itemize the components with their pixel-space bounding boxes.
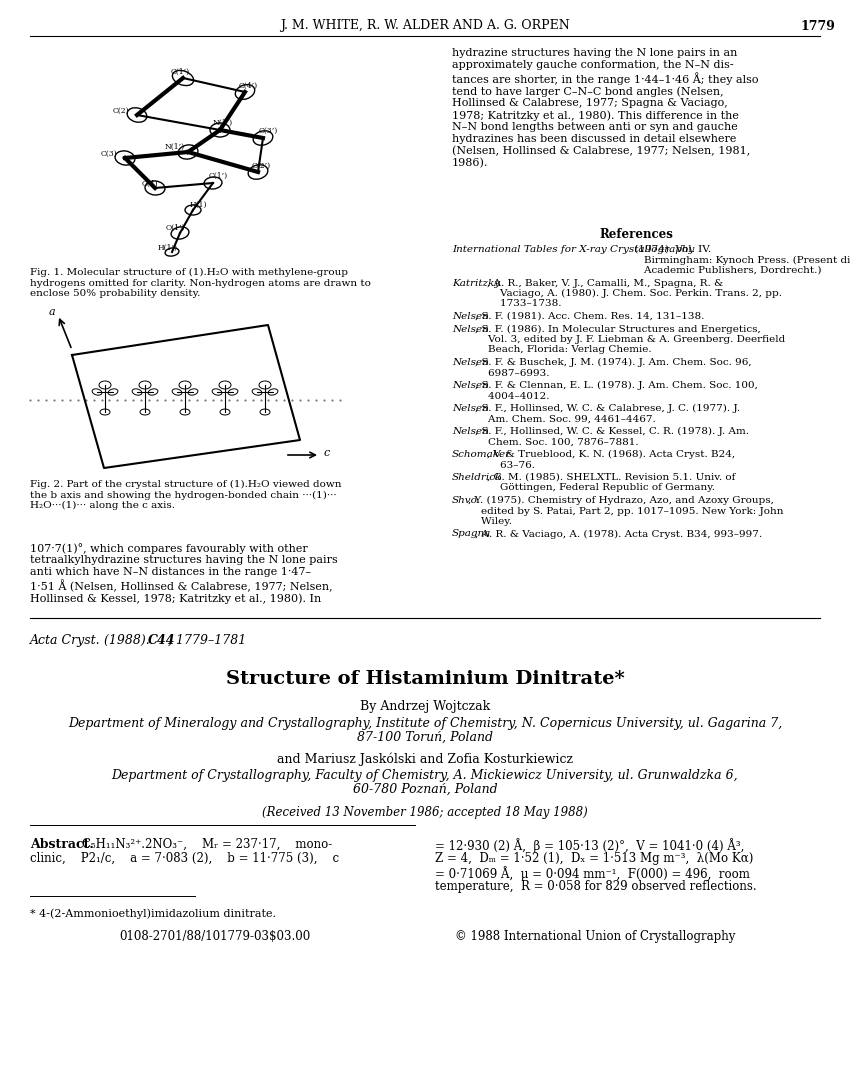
Text: , Y. (1975). Chemistry of Hydrazo, Azo, and Azoxy Groups,
    edited by S. Patai: , Y. (1975). Chemistry of Hydrazo, Azo, … — [468, 496, 783, 526]
Text: , G. M. (1985). SHELXTL. Revision 5.1. Univ. of
    Göttingen, Federal Republic : , G. M. (1985). SHELXTL. Revision 5.1. U… — [487, 473, 735, 493]
Text: (1974). Vol. IV.
    Birmingham: Kynoch Press. (Present distributor Kluwer
    A: (1974). Vol. IV. Birmingham: Kynoch Pres… — [632, 245, 850, 275]
Text: C44: C44 — [148, 634, 175, 647]
Text: Katritzky: Katritzky — [452, 279, 500, 288]
Text: C₅H₁₁N₃²⁺.2NO₃⁻,    Mᵣ = 237·17,    mono-: C₅H₁₁N₃²⁺.2NO₃⁻, Mᵣ = 237·17, mono- — [82, 838, 332, 851]
Text: = 0·71069 Å,  μ = 0·094 mm⁻¹,  F(000) = 496,  room: = 0·71069 Å, μ = 0·094 mm⁻¹, F(000) = 49… — [435, 866, 750, 881]
Text: Fig. 1. Molecular structure of (1).H₂O with methylene-group
hydrogens omitted fo: Fig. 1. Molecular structure of (1).H₂O w… — [30, 268, 371, 298]
Text: a: a — [48, 307, 55, 317]
Text: Nelsen: Nelsen — [452, 381, 489, 389]
Text: Nelsen: Nelsen — [452, 405, 489, 413]
Text: (1988).: (1988). — [100, 634, 154, 647]
Text: Sheldrick: Sheldrick — [452, 473, 502, 482]
Text: , A. R. & Vaciago, A. (1978). Acta Cryst. B34, 993–997.: , A. R. & Vaciago, A. (1978). Acta Cryst… — [475, 529, 762, 539]
Text: , S. F., Hollinsed, W. C. & Calabrese, J. C. (1977). J.
    Am. Chem. Soc. 99, 4: , S. F., Hollinsed, W. C. & Calabrese, J… — [475, 405, 740, 424]
Text: , S. F. (1981). Acc. Chem. Res. 14, 131–138.: , S. F. (1981). Acc. Chem. Res. 14, 131–… — [475, 312, 705, 321]
Text: clinic,    P2₁/c,    a = 7·083 (2),    b = 11·775 (3),    c: clinic, P2₁/c, a = 7·083 (2), b = 11·775… — [30, 852, 339, 865]
Text: Abstract.: Abstract. — [30, 838, 94, 851]
Text: O(1’): O(1’) — [165, 224, 184, 232]
Text: 1779: 1779 — [801, 19, 836, 32]
Text: = 12·930 (2) Å,  β = 105·13 (2)°,  V = 1041·0 (4) Å³,: = 12·930 (2) Å, β = 105·13 (2)°, V = 104… — [435, 838, 745, 853]
Text: Nelsen: Nelsen — [452, 427, 489, 436]
Text: International Tables for X-ray Crystallography: International Tables for X-ray Crystallo… — [452, 245, 694, 254]
Text: By Andrzej Wojtczak: By Andrzej Wojtczak — [360, 700, 490, 712]
Text: C(3): C(3) — [100, 150, 117, 158]
Text: Schomaker: Schomaker — [452, 450, 511, 459]
Text: hydrazine structures having the N lone pairs in an
approximately gauche conforma: hydrazine structures having the N lone p… — [452, 48, 758, 168]
Text: C(1’): C(1’) — [171, 68, 190, 76]
Text: 0108-2701/88/101779-03$03.00: 0108-2701/88/101779-03$03.00 — [119, 930, 310, 943]
Text: , S. F. & Buschek, J. M. (1974). J. Am. Chem. Soc. 96,
    6987–6993.: , S. F. & Buschek, J. M. (1974). J. Am. … — [475, 358, 752, 378]
Text: C(1’): C(1’) — [208, 172, 228, 180]
Text: Department of Crystallography, Faculty of Chemistry, A. Mickiewicz University, u: Department of Crystallography, Faculty o… — [111, 769, 739, 782]
Text: N(1’): N(1’) — [213, 119, 233, 127]
Text: © 1988 International Union of Crystallography: © 1988 International Union of Crystallog… — [455, 930, 735, 943]
Text: * 4-(2-Ammonioethyl)imidazolium dinitrate.: * 4-(2-Ammonioethyl)imidazolium dinitrat… — [30, 908, 276, 918]
Text: (Received 13 November 1986; accepted 18 May 1988): (Received 13 November 1986; accepted 18 … — [262, 806, 588, 819]
Text: H(1): H(1) — [190, 201, 207, 209]
Text: and Mariusz Jaskólski and Zofia Kosturkiewicz: and Mariusz Jaskólski and Zofia Kosturki… — [277, 752, 573, 765]
Text: C(2): C(2) — [113, 107, 129, 115]
Text: Fig. 2. Part of the crystal structure of (1).H₂O viewed down
the b axis and show: Fig. 2. Part of the crystal structure of… — [30, 480, 342, 511]
Text: Shvo: Shvo — [452, 496, 478, 505]
Text: , S. F., Hollinsed, W. C. & Kessel, C. R. (1978). J. Am.
    Chem. Soc. 100, 787: , S. F., Hollinsed, W. C. & Kessel, C. R… — [475, 427, 750, 446]
Text: 107·7(1)°, which compares favourably with other
tetraalkylhydrazine structures h: 107·7(1)°, which compares favourably wit… — [30, 543, 337, 604]
Text: 87-100 Toruń, Poland: 87-100 Toruń, Poland — [357, 731, 493, 744]
Text: 60-780 Poznań, Poland: 60-780 Poznań, Poland — [353, 783, 497, 796]
Text: Nelsen: Nelsen — [452, 324, 489, 334]
Text: References: References — [599, 227, 673, 241]
Text: Acta Cryst.: Acta Cryst. — [30, 634, 100, 647]
Text: Z = 4,  Dₘ = 1·52 (1),  Dₓ = 1·513 Mg m⁻³,  λ(Mo Kα): Z = 4, Dₘ = 1·52 (1), Dₓ = 1·513 Mg m⁻³,… — [435, 852, 753, 865]
Text: C(4’): C(4’) — [239, 82, 258, 90]
Text: temperature,  R = 0·058 for 829 observed reflections.: temperature, R = 0·058 for 829 observed … — [435, 880, 756, 893]
Text: H(1’): H(1’) — [158, 244, 178, 252]
Text: c: c — [324, 449, 331, 458]
Text: , 1779–1781: , 1779–1781 — [168, 634, 246, 647]
Text: Department of Mineralogy and Crystallography, Institute of Chemistry, N. Coperni: Department of Mineralogy and Crystallogr… — [68, 717, 782, 730]
Text: N(1’): N(1’) — [165, 143, 185, 151]
Text: , A. R., Baker, V. J., Camalli, M., Spagna, R. &
    Vaciago, A. (1980). J. Chem: , A. R., Baker, V. J., Camalli, M., Spag… — [487, 279, 782, 308]
Text: C(3’): C(3’) — [258, 127, 278, 135]
Text: C(2’): C(2’) — [252, 162, 270, 170]
Text: C(4): C(4) — [142, 180, 158, 188]
Text: , S. F. & Clennan, E. L. (1978). J. Am. Chem. Soc. 100,
    4004–4012.: , S. F. & Clennan, E. L. (1978). J. Am. … — [475, 381, 758, 400]
Text: Spagna: Spagna — [452, 529, 491, 539]
Text: Structure of Histaminium Dinitrate*: Structure of Histaminium Dinitrate* — [225, 670, 625, 688]
Text: Nelsen: Nelsen — [452, 312, 489, 321]
Text: , S. F. (1986). In Molecular Structures and Energetics,
    Vol. 3, edited by J.: , S. F. (1986). In Molecular Structures … — [475, 324, 785, 354]
Text: , V. & Trueblood, K. N. (1968). Acta Cryst. B24,
    63–76.: , V. & Trueblood, K. N. (1968). Acta Cry… — [487, 450, 735, 470]
Text: Nelsen: Nelsen — [452, 358, 489, 367]
Text: J. M. WHITE, R. W. ALDER AND A. G. ORPEN: J. M. WHITE, R. W. ALDER AND A. G. ORPEN — [280, 19, 570, 32]
